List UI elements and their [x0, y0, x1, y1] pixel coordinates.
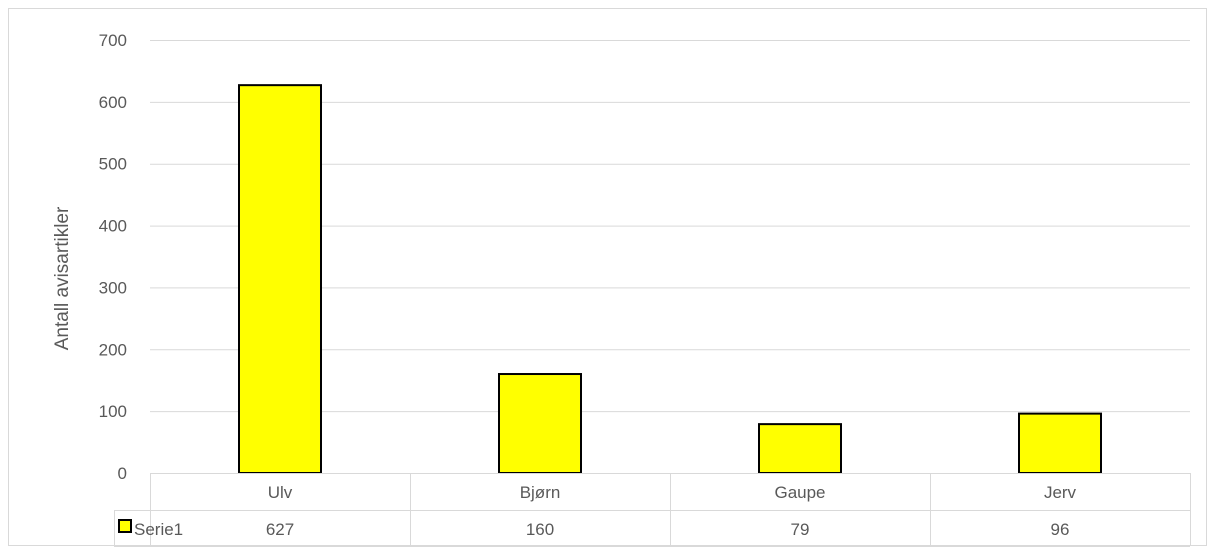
legend-key [118, 519, 132, 533]
x-tick-label: Bjørn [520, 483, 561, 502]
bar-bjørn [498, 373, 582, 474]
x-tick-label: Jerv [1044, 483, 1077, 502]
y-tick-label: 200 [99, 340, 127, 359]
bar-gaupe [758, 423, 842, 474]
y-tick-label: 0 [118, 464, 127, 483]
y-axis-ticks: 0 100 200 300 400 500 600 700 [99, 31, 127, 483]
gridlines [150, 40, 1190, 413]
data-table: Ulv 627 Bjørn 160 Gaupe 79 Jerv 96 Serie1 [114, 473, 1191, 547]
x-tick-label: Ulv [268, 483, 293, 502]
chart-frame [8, 8, 1207, 546]
data-table-value: 79 [791, 520, 810, 539]
data-table-value: 627 [266, 520, 294, 539]
y-tick-label: 300 [99, 278, 127, 297]
y-tick-label: 700 [99, 31, 127, 50]
data-table-value: 160 [526, 520, 554, 539]
y-axis-title: Antall avisartikler [52, 206, 73, 350]
legend-label: Serie1 [134, 520, 183, 539]
y-tick-label: 500 [99, 155, 127, 174]
bar-jerv [1018, 412, 1102, 475]
y-tick-label: 600 [99, 93, 127, 112]
x-tick-label: Gaupe [774, 483, 825, 502]
bars [238, 84, 1102, 475]
y-tick-label: 400 [99, 217, 127, 236]
data-table-value: 96 [1051, 520, 1070, 539]
y-tick-label: 100 [99, 402, 127, 421]
bar-ulv [238, 84, 322, 475]
